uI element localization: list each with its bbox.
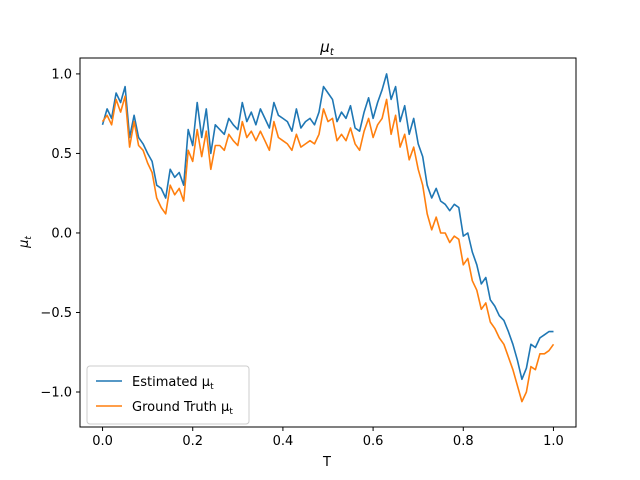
x-tick-label: 1.0 (543, 434, 564, 449)
y-tick-label: 0.0 (51, 226, 72, 241)
y-tick-label: −1.0 (40, 386, 72, 401)
y-axis-label: μt (17, 236, 34, 249)
legend-box (86, 365, 250, 425)
legend-label-ground-truth: Ground Truth μt (132, 400, 233, 417)
chart-title: μt (319, 38, 335, 58)
y-tick-label: −0.5 (40, 306, 72, 321)
y-tick-label: 1.0 (51, 67, 72, 82)
legend-label-estimated: Estimated μt (132, 375, 214, 392)
plot-area (79, 57, 577, 428)
y-tick-label: 0.5 (51, 147, 72, 162)
plot-frame (79, 57, 577, 428)
x-axis-ticks: 0.0 0.2 0.4 0.6 0.8 1.0 (92, 427, 564, 449)
svg-text:μt: μt (17, 236, 34, 249)
legend: Estimated μt Ground Truth μt (86, 365, 250, 425)
series-layer (101, 73, 555, 403)
series-line-estimated (101, 73, 554, 381)
x-tick-label: 0.2 (182, 434, 203, 449)
y-axis-ticks: 1.0 0.5 0.0 −0.5 −1.0 (40, 67, 80, 401)
svg-text:μt: μt (319, 38, 335, 58)
x-axis-label: T (322, 455, 331, 470)
x-tick-label: 0.4 (273, 434, 294, 449)
x-tick-label: 0.8 (453, 434, 474, 449)
series-line-ground-truth (101, 95, 555, 403)
x-tick-label: 0.0 (92, 434, 113, 449)
x-tick-label: 0.6 (363, 434, 384, 449)
